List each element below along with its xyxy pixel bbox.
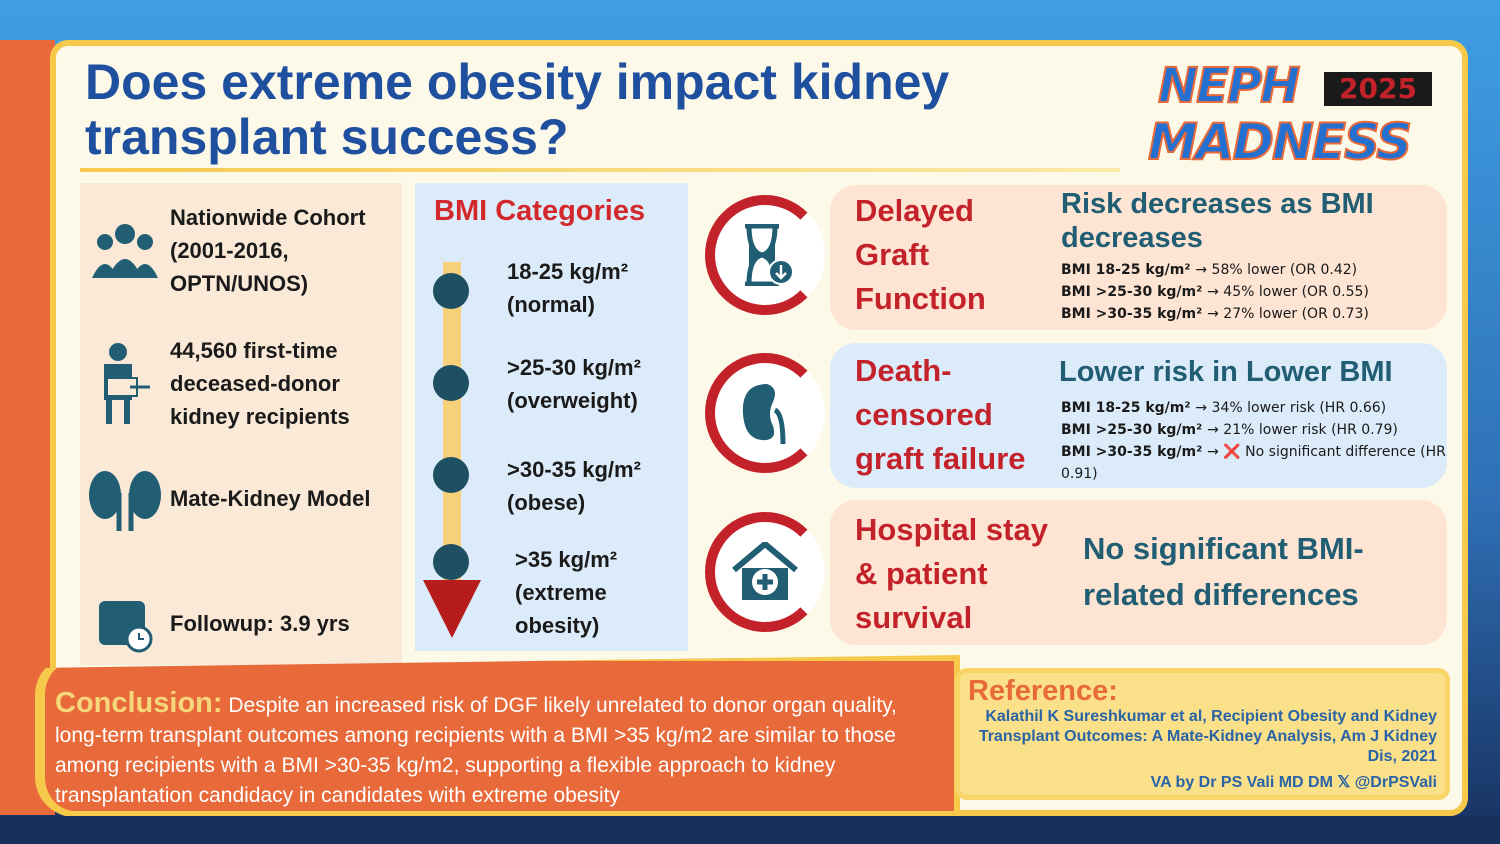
outcome-title: Delayed Graft Function <box>855 193 986 316</box>
page-title: Does extreme obesity impact kidney trans… <box>85 54 950 165</box>
outcome-row-dgf: Delayed Graft Function Risk decreases as… <box>830 185 1447 330</box>
study-item: 44,560 first-time deceased-donor kidney … <box>80 328 402 438</box>
hourglass-icon <box>705 195 825 315</box>
conclusion-text: Conclusion: Despite an increased risk of… <box>55 687 897 807</box>
outcome-headline: No significant BMI-related differences <box>1083 531 1364 612</box>
outcome-title: Death-censored graft failure <box>855 353 1026 476</box>
reference-citation: Kalathil K Sureshkumar et al, Recipient … <box>978 708 1437 765</box>
outcome-lines: BMI 18-25 kg/m² → 58% lower (OR 0.42) BM… <box>1061 262 1369 322</box>
author-credit: VA by Dr PS Vali MD DM 𝕏 @DrPSVali <box>1150 774 1437 791</box>
reference-box: Reference: Kalathil K Sureshkumar et al,… <box>955 668 1450 800</box>
bmi-item: >35 kg/m² (extreme obesity) <box>515 547 618 638</box>
outcome-row-hospital: Hospital stay & patient survival No sign… <box>830 500 1447 645</box>
bmi-heading: BMI Categories <box>434 195 646 227</box>
title-divider <box>80 168 1120 172</box>
logo-line1: NEPH <box>1157 57 1301 115</box>
reference-heading: Reference: <box>968 675 1118 707</box>
people-group-icon <box>80 220 170 280</box>
bmi-dot <box>433 544 469 580</box>
logo-year: 2025 <box>1324 72 1432 106</box>
outcome-row-graft-failure: Death-censored graft failure Lower risk … <box>830 343 1447 488</box>
logo-line2: MADNESS <box>1147 113 1413 171</box>
outcome-lines: BMI 18-25 kg/m² → 34% lower risk (HR 0.6… <box>1061 400 1446 482</box>
study-design-panel: Nationwide Cohort (2001-2016, OPTN/UNOS)… <box>80 183 402 665</box>
calendar-clock-icon <box>80 593 170 653</box>
outcome-title: Hospital stay & patient survival <box>855 512 1048 635</box>
outcome-headline: Risk decreases as BMI decreases <box>1061 188 1374 254</box>
study-item: Mate-Kidney Model <box>80 463 402 533</box>
bmi-item: 18-25 kg/m² (normal) <box>507 259 629 317</box>
bmi-item: >30-35 kg/m² (obese) <box>507 457 641 515</box>
kidney-recipient-icon <box>80 338 170 428</box>
outcome-headline: Lower risk in Lower BMI <box>1059 356 1393 388</box>
hospital-icon <box>705 512 825 632</box>
bottom-band <box>0 816 1500 844</box>
kidneys-icon <box>80 463 170 533</box>
bmi-scale-bar <box>443 262 461 592</box>
neph-madness-logo: NEPH 2025 MADNESS <box>1147 57 1440 171</box>
study-item: Followup: 3.9 yrs <box>80 588 402 658</box>
bmi-dot <box>433 457 469 493</box>
bmi-item: >25-30 kg/m² (overweight) <box>507 355 641 413</box>
kidney-icon <box>705 353 825 473</box>
study-item: Nationwide Cohort (2001-2016, OPTN/UNOS) <box>80 195 402 305</box>
bmi-dot <box>433 273 469 309</box>
arrow-down-icon <box>423 580 481 638</box>
bmi-dot <box>433 365 469 401</box>
